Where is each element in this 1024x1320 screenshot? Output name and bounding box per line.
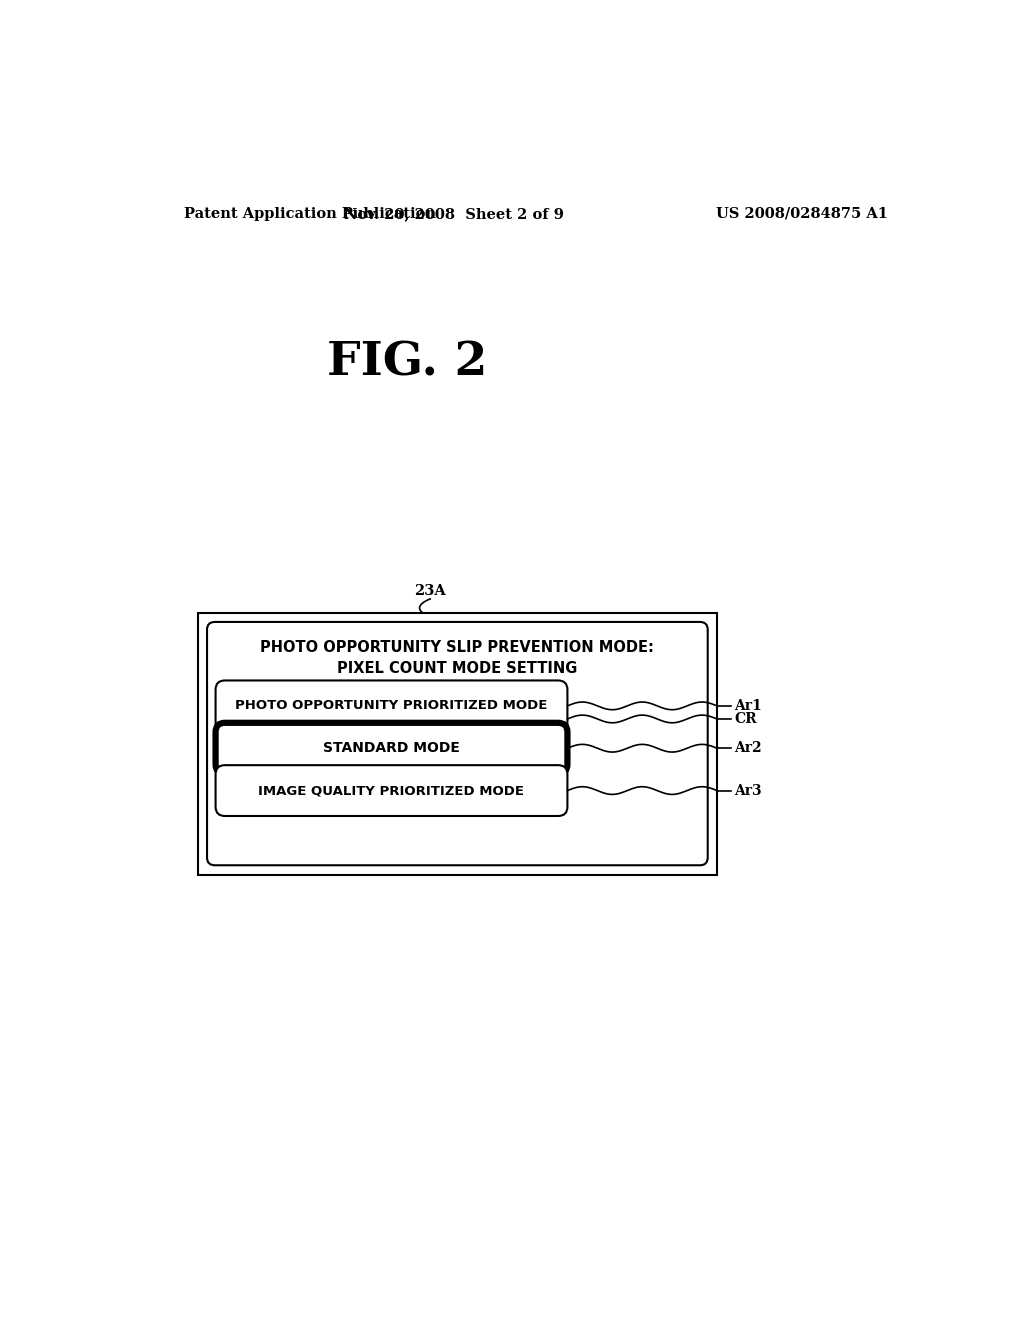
FancyBboxPatch shape <box>216 681 567 731</box>
FancyBboxPatch shape <box>207 622 708 866</box>
FancyBboxPatch shape <box>216 723 567 774</box>
Bar <box>198 612 717 875</box>
Text: Ar1: Ar1 <box>734 698 762 713</box>
Text: PHOTO OPPORTUNITY PRIORITIZED MODE: PHOTO OPPORTUNITY PRIORITIZED MODE <box>236 700 548 713</box>
Text: CR: CR <box>734 711 757 726</box>
Text: IMAGE QUALITY PRIORITIZED MODE: IMAGE QUALITY PRIORITIZED MODE <box>258 784 524 797</box>
Text: Ar2: Ar2 <box>734 742 762 755</box>
Text: STANDARD MODE: STANDARD MODE <box>323 742 460 755</box>
Text: FIG. 2: FIG. 2 <box>327 339 487 385</box>
Text: PIXEL COUNT MODE SETTING: PIXEL COUNT MODE SETTING <box>337 660 578 676</box>
FancyBboxPatch shape <box>216 766 567 816</box>
Text: PHOTO OPPORTUNITY SLIP PREVENTION MODE:: PHOTO OPPORTUNITY SLIP PREVENTION MODE: <box>260 640 654 655</box>
Text: Patent Application Publication: Patent Application Publication <box>183 207 436 220</box>
Text: Ar3: Ar3 <box>734 784 762 797</box>
Text: 23A: 23A <box>415 585 446 598</box>
Text: US 2008/0284875 A1: US 2008/0284875 A1 <box>716 207 888 220</box>
Text: Nov. 20, 2008  Sheet 2 of 9: Nov. 20, 2008 Sheet 2 of 9 <box>344 207 563 220</box>
